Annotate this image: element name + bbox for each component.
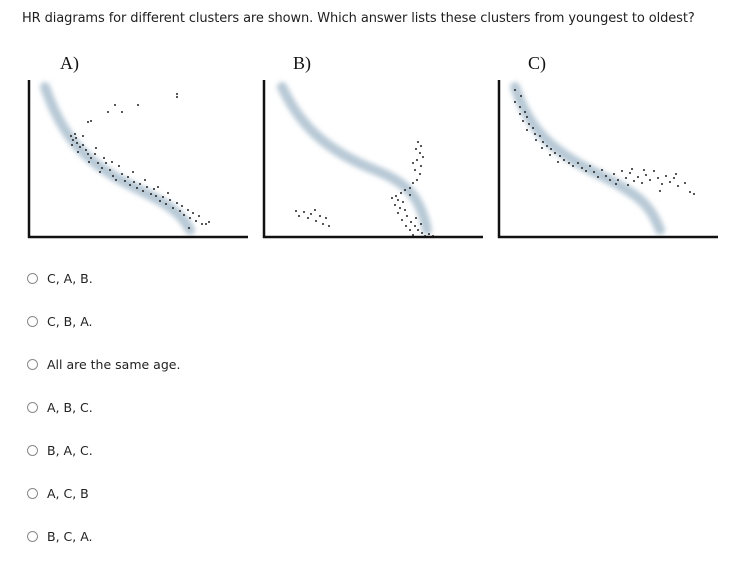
hr-plot-b: [262, 80, 483, 239]
option-label: C, B, A.: [47, 313, 93, 329]
option-b-a-c[interactable]: B, A, C.: [27, 440, 247, 460]
hr-plot-c: [497, 80, 718, 239]
option-label: B, C, A.: [47, 528, 93, 544]
option-all-same-age[interactable]: All are the same age.: [27, 354, 247, 374]
hr-plot-a: [27, 80, 248, 239]
option-label: C, A, B.: [47, 270, 93, 286]
option-b-c-a[interactable]: B, C, A.: [27, 526, 247, 546]
hr-diagram-a: A): [20, 50, 260, 245]
panel-label-c: C): [528, 53, 546, 73]
radio-button[interactable]: [27, 358, 38, 370]
radio-button[interactable]: [27, 272, 38, 284]
hr-diagrams-figure: A): [0, 50, 741, 245]
hr-diagram-c: C): [490, 50, 730, 245]
option-a-b-c[interactable]: A, B, C.: [27, 397, 247, 417]
radio-button[interactable]: [27, 315, 38, 327]
panel-label-b: B): [293, 53, 311, 73]
option-label: A, C, B: [47, 485, 89, 501]
question-text: HR diagrams for different clusters are s…: [22, 11, 695, 26]
radio-button[interactable]: [27, 401, 38, 413]
option-c-b-a[interactable]: C, B, A.: [27, 311, 247, 331]
radio-button[interactable]: [27, 487, 38, 499]
radio-button[interactable]: [27, 530, 38, 542]
option-c-a-b[interactable]: C, A, B.: [27, 268, 247, 288]
hr-diagram-b: B): [255, 50, 495, 245]
option-a-c-b[interactable]: A, C, B: [27, 483, 247, 503]
panel-label-a: A): [60, 53, 79, 73]
radio-button[interactable]: [27, 444, 38, 456]
option-label: All are the same age.: [47, 356, 181, 372]
option-label: B, A, C.: [47, 442, 93, 458]
option-label: A, B, C.: [47, 399, 93, 415]
